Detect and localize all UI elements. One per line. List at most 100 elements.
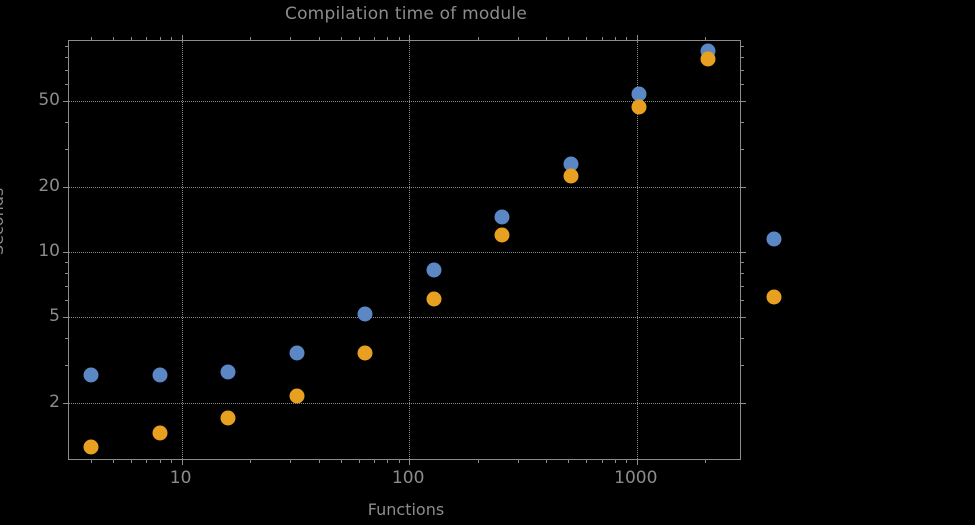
x-tick-minor [387,459,389,463]
data-point [152,425,168,441]
x-tick-minor-top [131,37,133,41]
x-tick-major-top [409,35,411,41]
y-tick-minor [65,285,69,287]
data-point [494,227,510,243]
data-point [700,51,716,67]
gridline-vertical [409,41,411,459]
y-tick-minor [65,149,69,151]
y-tick-label: 20 [38,176,60,197]
y-tick-major [63,101,69,103]
y-tick-major [63,187,69,189]
x-tick-minor [601,459,603,463]
x-tick-minor [113,459,115,463]
x-tick-minor-top [113,37,115,41]
x-tick-minor-top [705,37,707,41]
data-point [494,209,510,225]
plot-area [69,41,782,459]
x-tick-minor [373,459,375,463]
y-tick-minor-right [740,149,744,151]
y-tick-minor [65,262,69,264]
x-tick-major [636,459,638,465]
x-tick-minor [146,459,148,463]
y-tick-minor [65,46,69,48]
y-tick-major-right [740,101,746,103]
data-point [289,388,305,404]
data-point [426,291,442,307]
data-point [83,367,99,383]
x-tick-minor-top [387,37,389,41]
data-point [563,156,579,172]
y-tick-minor [65,122,69,124]
plot-frame [63,35,782,465]
x-tick-minor [626,459,628,463]
x-tick-minor [290,459,292,463]
gridline-vertical [636,41,638,459]
x-tick-major [181,459,183,465]
y-tick-minor [65,84,69,86]
y-tick-major-right [740,252,746,254]
data-point [766,231,782,247]
x-tick-minor-top [250,37,252,41]
x-tick-minor [568,459,570,463]
x-tick-minor-top [477,37,479,41]
y-tick-label: 2 [49,392,60,413]
data-point [357,345,373,361]
y-tick-minor-right [740,273,744,275]
y-tick-minor [65,69,69,71]
x-tick-major-top [636,35,638,41]
x-tick-minor-top [358,37,360,41]
y-tick-label: 10 [38,241,60,262]
y-tick-label: 50 [38,90,60,111]
data-point [563,168,579,184]
y-tick-minor-right [740,365,744,367]
data-point [220,364,236,380]
x-tick-minor [358,459,360,463]
x-tick-minor [250,459,252,463]
x-tick-minor [340,459,342,463]
x-tick-label: 10 [169,468,192,488]
x-tick-minor-top [373,37,375,41]
y-tick-minor-right [740,57,744,59]
x-tick-minor-top [318,37,320,41]
x-tick-minor-top [171,37,173,41]
y-tick-minor [65,365,69,367]
gridline-horizontal [69,252,740,254]
data-point [152,367,168,383]
y-tick-minor [65,300,69,302]
gridline-horizontal [69,101,740,103]
x-tick-minor [159,459,161,463]
y-tick-label: 5 [49,306,60,327]
x-tick-minor [131,459,133,463]
x-tick-minor [91,459,93,463]
x-tick-minor [171,459,173,463]
x-tick-minor-top [517,37,519,41]
y-tick-major-right [740,403,746,405]
y-tick-minor-right [740,338,744,340]
x-tick-minor [477,459,479,463]
x-tick-major-top [181,35,183,41]
data-point [631,86,647,102]
x-tick-minor-top [586,37,588,41]
gridline-horizontal [69,403,740,405]
data-point [289,345,305,361]
data-point [357,306,373,322]
x-tick-minor-top [398,37,400,41]
x-tick-minor-top [340,37,342,41]
x-tick-minor-top [91,37,93,41]
gridline-horizontal [69,317,740,319]
y-tick-minor-right [740,122,744,124]
y-tick-major [63,403,69,405]
data-point [631,99,647,115]
y-axis-tick-labels: 2 5 10 20 50 [0,40,60,460]
y-tick-minor-right [740,84,744,86]
x-tick-minor-top [159,37,161,41]
y-tick-minor-right [740,262,744,264]
x-tick-minor-top [290,37,292,41]
x-tick-minor [546,459,548,463]
gridline-vertical [181,41,183,459]
chart-title: Compilation time of module [285,4,527,24]
y-tick-major [63,317,69,319]
x-tick-label: 100 [391,468,425,488]
x-tick-minor [398,459,400,463]
x-tick-minor [318,459,320,463]
